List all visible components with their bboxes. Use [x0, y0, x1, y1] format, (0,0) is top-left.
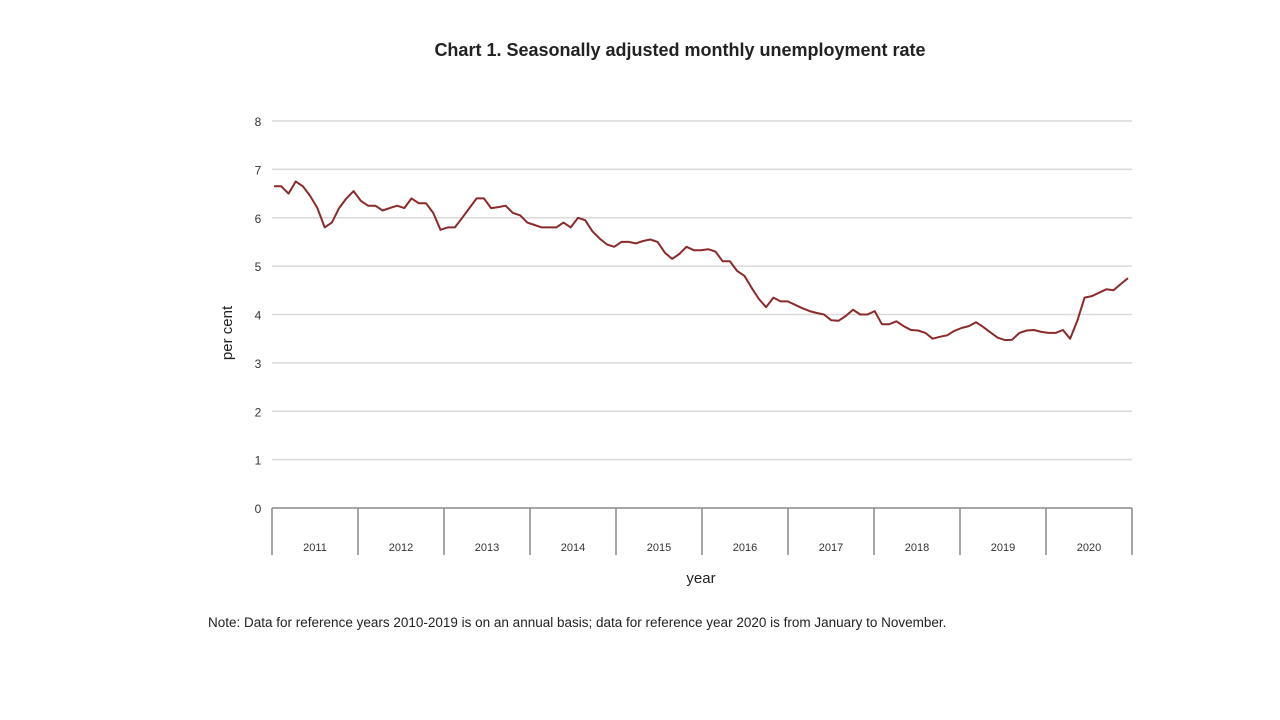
y-tick-label: 8: [255, 115, 262, 129]
y-tick-label: 0: [255, 502, 262, 516]
y-tick-label: 4: [255, 309, 262, 323]
y-tick-label: 2: [255, 405, 262, 419]
y-tick-label: 6: [255, 212, 262, 226]
x-tick-label: 2016: [733, 542, 757, 554]
y-tick-label: 3: [255, 357, 262, 371]
series-line: [274, 180, 1129, 342]
x-axis-label: year: [686, 570, 715, 587]
y-axis-label: per cent: [219, 305, 236, 360]
x-tick-label: 2018: [905, 542, 929, 554]
chart-note: Note: Data for reference years 2010-2019…: [208, 615, 947, 630]
y-tick-label: 7: [255, 163, 262, 177]
x-tick-label: 2013: [475, 542, 499, 554]
x-tick-label: 2015: [647, 542, 671, 554]
x-tick-label: 2012: [389, 542, 413, 554]
x-tick-label: 2011: [303, 542, 327, 554]
x-tick-label: 2014: [561, 542, 585, 554]
y-tick-label: 5: [255, 260, 262, 274]
x-tick-label: 2020: [1077, 542, 1101, 554]
chart-title: Chart 1. Seasonally adjusted monthly une…: [434, 40, 926, 60]
x-tick-label: 2019: [991, 542, 1015, 554]
y-tick-label: 1: [255, 454, 262, 468]
x-tick-label: 2017: [819, 542, 843, 554]
